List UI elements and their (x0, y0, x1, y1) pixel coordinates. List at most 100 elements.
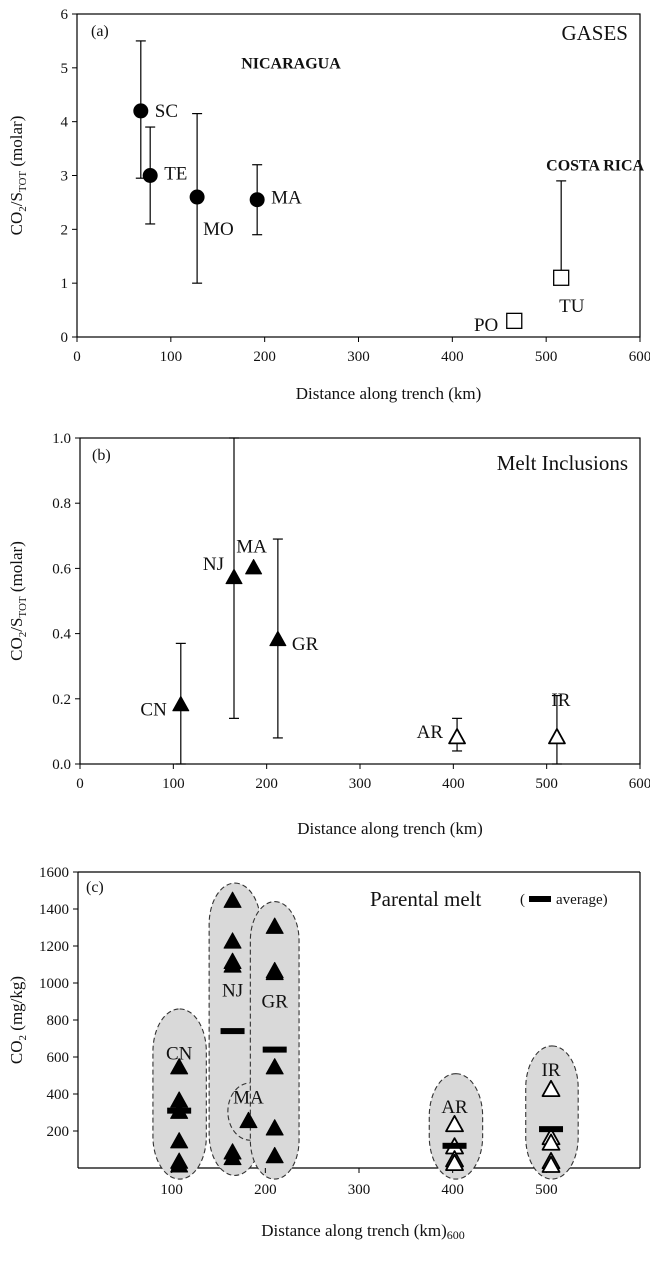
data-point-ma (249, 192, 265, 208)
data-point-nj (223, 891, 242, 908)
y-tick-label: 400 (47, 1087, 70, 1103)
point-label: NJ (203, 554, 224, 575)
x-axis-label: Distance along trench (km)600 (261, 1221, 465, 1242)
data-point-nj (223, 1148, 242, 1166)
y-tick-label: 600 (47, 1050, 70, 1066)
data-point-gr (265, 1146, 284, 1164)
x-tick-label: 100 (160, 1182, 183, 1198)
x-tick-label: 300 (347, 349, 370, 365)
data-point-ir (541, 1155, 561, 1173)
data-point-ma (245, 558, 263, 575)
y-tick-label: 800 (47, 1013, 70, 1029)
region-annotation: NICARAGUA (241, 55, 341, 72)
data-point-cn (172, 695, 190, 712)
data-point-mo (189, 189, 205, 205)
x-tick-label: 200 (254, 1182, 277, 1198)
y-tick-label: 0.8 (52, 496, 71, 512)
x-tick-label: 400 (441, 349, 464, 365)
point-label: MA (236, 536, 267, 557)
x-tick-label: 400 (441, 1182, 464, 1198)
data-point-nj (223, 932, 242, 949)
point-label: CN (140, 699, 167, 720)
panel-title: GASES (561, 21, 628, 45)
data-point-nj (225, 568, 243, 585)
y-tick-label: 0.6 (52, 561, 71, 577)
x-tick-label: 500 (535, 776, 558, 792)
data-point-tu (553, 269, 570, 286)
y-tick-label: 1600 (39, 865, 69, 881)
average-bar-gr (262, 1046, 287, 1053)
y-tick-label: 0 (61, 330, 69, 346)
region-gr (249, 901, 300, 1180)
y-tick-label: 3 (61, 169, 69, 185)
region-ir (525, 1045, 579, 1180)
x-tick-label: 0 (73, 349, 81, 365)
y-tick-label: 1400 (39, 902, 69, 918)
x-tick-label: 100 (162, 776, 185, 792)
y-tick-label: 0.2 (52, 692, 71, 708)
data-point-gr (265, 963, 284, 981)
data-point-ma (239, 1111, 258, 1129)
x-tick-label: 600 (629, 349, 650, 365)
average-bar-ir (539, 1126, 564, 1133)
y-tick-label: 1000 (39, 976, 69, 992)
legend-label: average) (556, 892, 608, 908)
panel-title: Melt Inclusions (497, 451, 628, 475)
y-tick-label: 4 (61, 115, 69, 131)
group-label-gr: GR (261, 992, 288, 1013)
data-point-ar (448, 728, 466, 745)
data-point-cn (170, 1156, 189, 1173)
y-tick-label: 0.0 (52, 757, 71, 773)
data-point-gr (269, 630, 287, 647)
y-tick-label: 0.4 (52, 627, 71, 643)
panel-tag: (b) (92, 447, 111, 464)
group-label-nj: NJ (222, 980, 243, 1001)
panel-title: Parental melt (370, 887, 482, 911)
y-tick-label: 6 (61, 7, 69, 23)
x-tick-label: 500 (535, 1182, 558, 1198)
data-point-po (506, 312, 523, 330)
x-tick-label: 200 (255, 776, 278, 792)
y-axis-label: CO2/STOT (molar) (7, 541, 29, 661)
y-tick-label: 2 (61, 222, 69, 238)
y-tick-label: 1200 (39, 939, 69, 955)
panel-b: 0 100 200 300 400 500 600 0.0 0.2 0.4 0.6 0.8 1.0 CO2… (7, 431, 650, 838)
data-point-te (142, 168, 158, 183)
point-label: IR (551, 690, 570, 711)
x-tick-label: 300 (348, 1182, 371, 1198)
region-annotation: COSTA RICA (546, 158, 644, 175)
point-label: SC (155, 101, 178, 122)
data-point-nj (223, 956, 242, 973)
average-bar-nj (220, 1028, 245, 1035)
y-tick-label: 1.0 (52, 431, 71, 447)
x-tick-label: 100 (160, 349, 183, 365)
legend-open-paren: ( (520, 892, 525, 908)
panel-c: 100 200 300 400 500 200 400 600 800 1000 1200 1400 1… (7, 865, 641, 1242)
data-point-ar (445, 1153, 464, 1172)
y-axis-label: CO2 (mg/kg) (7, 976, 29, 1064)
data-point-ar (445, 1115, 464, 1133)
data-point-ir (541, 1133, 561, 1151)
x-tick-label: 600 (629, 776, 650, 792)
average-bar-cn (167, 1107, 192, 1114)
point-label: GR (292, 634, 319, 655)
x-tick-label: 0 (76, 776, 84, 792)
group-label-ma: MA (233, 1088, 264, 1109)
x-tick-label: 300 (349, 776, 372, 792)
group-label-ir: IR (542, 1060, 561, 1081)
panel-tag: (a) (91, 23, 109, 40)
x-axis-label: Distance along trench (km) (296, 384, 482, 403)
group-label-cn: CN (166, 1043, 193, 1064)
y-tick-label: 5 (61, 61, 69, 77)
average-bar-ar (442, 1142, 467, 1149)
y-axis-label: CO2/STOT (molar) (7, 116, 29, 236)
legend-average-marker (529, 896, 551, 902)
data-point-gr (265, 1058, 284, 1075)
data-point-ir (541, 1079, 561, 1098)
point-label: TU (559, 296, 585, 317)
x-tick-label: 400 (442, 776, 465, 792)
plot-frame-a (76, 13, 641, 338)
data-point-gr (265, 917, 284, 934)
y-tick-label: 1 (61, 276, 69, 292)
